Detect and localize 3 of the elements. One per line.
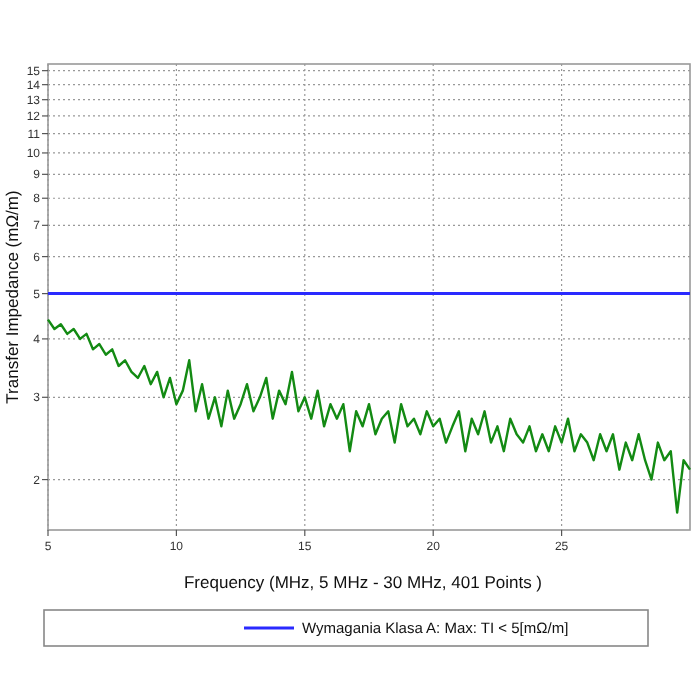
y-axis-title: Transfer Impedance (mΩ/m)	[2, 190, 22, 404]
x-axis-title: Frequency (MHz, 5 MHz - 30 MHz, 401 Points )	[183, 572, 543, 592]
line-series	[46, 318, 692, 514]
